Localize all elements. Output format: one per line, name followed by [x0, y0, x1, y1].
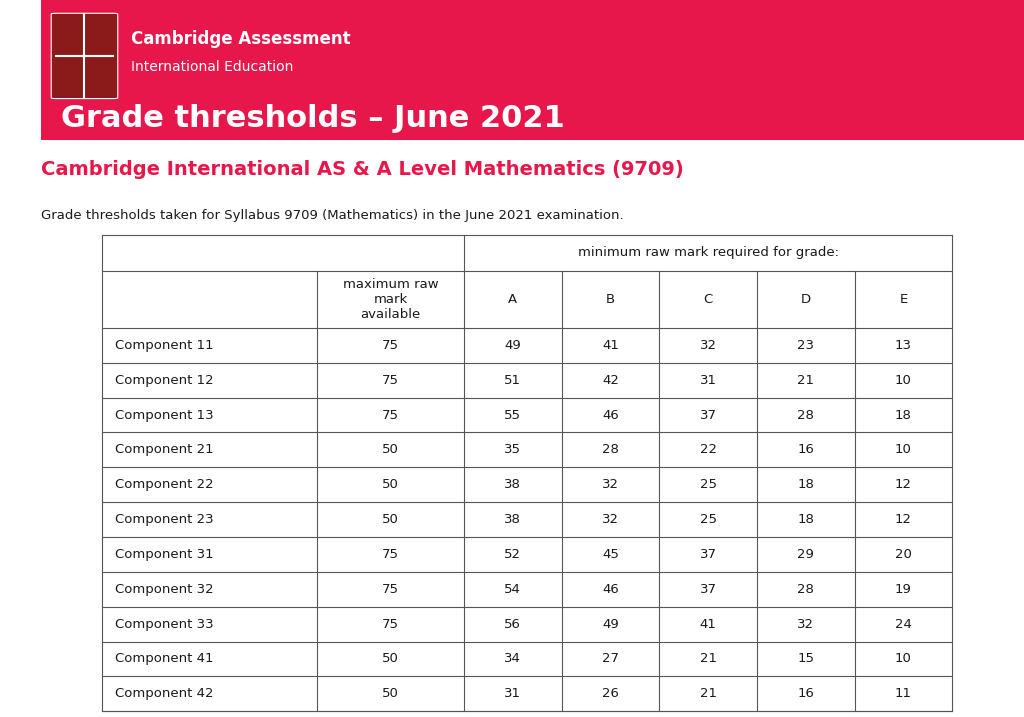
Text: 31: 31	[699, 374, 717, 386]
Text: 21: 21	[699, 688, 717, 701]
Text: 24: 24	[895, 617, 912, 631]
Text: 12: 12	[895, 478, 912, 491]
Text: 45: 45	[602, 548, 618, 561]
Text: 32: 32	[699, 339, 717, 352]
Text: 41: 41	[602, 339, 618, 352]
Text: B: B	[606, 293, 615, 306]
Text: 18: 18	[798, 478, 814, 491]
Text: Component 21: Component 21	[115, 443, 213, 457]
Text: C: C	[703, 293, 713, 306]
Text: E: E	[899, 293, 907, 306]
Text: minimum raw mark required for grade:: minimum raw mark required for grade:	[578, 247, 839, 260]
Text: 52: 52	[504, 548, 521, 561]
Text: 18: 18	[798, 513, 814, 526]
Text: 18: 18	[895, 409, 912, 422]
Text: 28: 28	[798, 409, 814, 422]
Text: 16: 16	[798, 443, 814, 457]
Text: 22: 22	[699, 443, 717, 457]
Text: 10: 10	[895, 374, 912, 386]
Text: Component 23: Component 23	[115, 513, 213, 526]
Text: D: D	[801, 293, 811, 306]
Text: 32: 32	[602, 513, 618, 526]
Text: 11: 11	[895, 688, 912, 701]
Text: 50: 50	[382, 513, 399, 526]
Text: 28: 28	[798, 583, 814, 596]
Text: 35: 35	[504, 443, 521, 457]
Text: Component 12: Component 12	[115, 374, 213, 386]
Text: 54: 54	[504, 583, 521, 596]
Text: 12: 12	[895, 513, 912, 526]
Text: maximum raw
mark
available: maximum raw mark available	[343, 277, 438, 320]
Text: Component 32: Component 32	[115, 583, 213, 596]
Text: 32: 32	[798, 617, 814, 631]
Text: 19: 19	[895, 583, 912, 596]
Text: 25: 25	[699, 513, 717, 526]
Text: 37: 37	[699, 583, 717, 596]
Text: 75: 75	[382, 339, 399, 352]
Text: 75: 75	[382, 374, 399, 386]
Text: 49: 49	[505, 339, 521, 352]
Text: 46: 46	[602, 583, 618, 596]
Text: Cambridge Assessment: Cambridge Assessment	[131, 30, 350, 48]
Text: 51: 51	[504, 374, 521, 386]
Text: Component 33: Component 33	[115, 617, 213, 631]
Text: 56: 56	[504, 617, 521, 631]
Text: 16: 16	[798, 688, 814, 701]
Text: 50: 50	[382, 688, 399, 701]
Text: Component 13: Component 13	[115, 409, 213, 422]
Text: 50: 50	[382, 478, 399, 491]
Text: Component 31: Component 31	[115, 548, 213, 561]
Text: 31: 31	[504, 688, 521, 701]
Text: Cambridge International AS & A Level Mathematics (9709): Cambridge International AS & A Level Mat…	[41, 160, 684, 179]
Text: 75: 75	[382, 583, 399, 596]
Text: Grade thresholds – June 2021: Grade thresholds – June 2021	[61, 105, 565, 133]
Text: 34: 34	[504, 652, 521, 665]
Text: 37: 37	[699, 409, 717, 422]
Text: 75: 75	[382, 548, 399, 561]
Text: 20: 20	[895, 548, 912, 561]
Text: International Education: International Education	[131, 60, 294, 74]
Text: 32: 32	[602, 478, 618, 491]
Text: 13: 13	[895, 339, 912, 352]
FancyBboxPatch shape	[51, 14, 118, 98]
Text: 21: 21	[699, 652, 717, 665]
Text: 50: 50	[382, 443, 399, 457]
Text: 41: 41	[699, 617, 717, 631]
Text: 21: 21	[798, 374, 814, 386]
Text: A: A	[508, 293, 517, 306]
Text: 29: 29	[798, 548, 814, 561]
Text: 50: 50	[382, 652, 399, 665]
Text: 46: 46	[602, 409, 618, 422]
Text: Component 22: Component 22	[115, 478, 213, 491]
Text: 28: 28	[602, 443, 618, 457]
Text: 37: 37	[699, 548, 717, 561]
Text: Component 42: Component 42	[115, 688, 213, 701]
Text: 10: 10	[895, 443, 912, 457]
Text: 15: 15	[798, 652, 814, 665]
Text: 75: 75	[382, 409, 399, 422]
Text: Grade thresholds taken for Syllabus 9709 (Mathematics) in the June 2021 examinat: Grade thresholds taken for Syllabus 9709…	[41, 209, 624, 222]
Text: 26: 26	[602, 688, 618, 701]
Text: 38: 38	[504, 513, 521, 526]
Text: Component 41: Component 41	[115, 652, 213, 665]
Text: 42: 42	[602, 374, 618, 386]
Text: Component 11: Component 11	[115, 339, 213, 352]
Text: 55: 55	[504, 409, 521, 422]
Text: 25: 25	[699, 478, 717, 491]
Text: 27: 27	[602, 652, 618, 665]
Text: 75: 75	[382, 617, 399, 631]
Text: 49: 49	[602, 617, 618, 631]
Text: 38: 38	[504, 478, 521, 491]
Text: 10: 10	[895, 652, 912, 665]
Text: 23: 23	[798, 339, 814, 352]
